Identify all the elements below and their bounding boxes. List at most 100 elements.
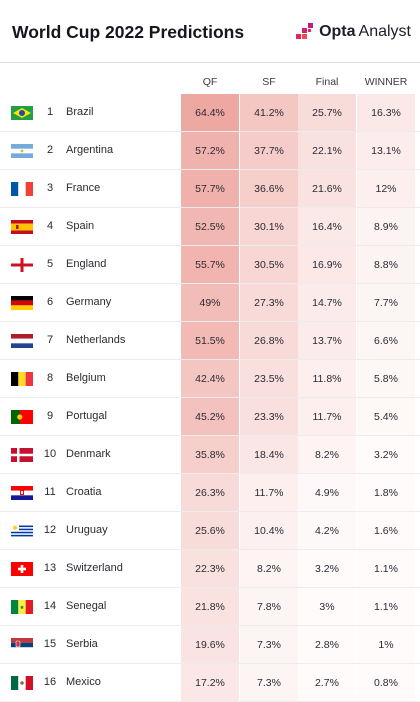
- cell-sf: 8.2%: [240, 550, 298, 587]
- table-row: 9 Portugal 45.2% 23.3% 11.7% 5.4%: [0, 398, 420, 436]
- cell-winner: 8.9%: [357, 208, 415, 245]
- cell-qf: 45.2%: [181, 398, 239, 435]
- table-row: 3 France 57.7% 36.6% 21.6% 12%: [0, 170, 420, 208]
- cell-qf: 35.8%: [181, 436, 239, 473]
- team-name: Switzerland: [66, 562, 123, 574]
- opta-logo-icon: [296, 23, 314, 39]
- cell-qf: 64.4%: [181, 94, 239, 131]
- cell-qf: 19.6%: [181, 626, 239, 663]
- cell-final: 13.7%: [298, 322, 356, 359]
- cell-sf: 37.7%: [240, 132, 298, 169]
- cell-sf: 30.1%: [240, 208, 298, 245]
- cell-sf: 26.8%: [240, 322, 298, 359]
- rank-label: 11: [44, 486, 56, 498]
- rank-label: 9: [46, 410, 54, 422]
- rank-label: 3: [46, 182, 54, 194]
- team-name: Serbia: [66, 638, 98, 650]
- cell-qf: 57.2%: [181, 132, 239, 169]
- denmark-flag-icon: [11, 448, 33, 462]
- cell-sf: 41.2%: [240, 94, 298, 131]
- cell-qf: 22.3%: [181, 550, 239, 587]
- cell-final: 4.2%: [298, 512, 356, 549]
- cell-winner: 7.7%: [357, 284, 415, 321]
- cell-sf: 7.3%: [240, 626, 298, 663]
- cell-qf: 57.7%: [181, 170, 239, 207]
- netherlands-flag-icon: [11, 334, 33, 348]
- team-name: France: [66, 182, 101, 194]
- rank-label: 13: [43, 562, 57, 574]
- table-row: 12 Uruguay 25.6% 10.4% 4.2% 1.6%: [0, 512, 420, 550]
- table-row: 15 Serbia 19.6% 7.3% 2.8% 1%: [0, 626, 420, 664]
- cell-winner: 0.8%: [357, 664, 415, 701]
- cell-qf: 49%: [181, 284, 239, 321]
- brand-name: Opta: [319, 23, 356, 40]
- rank-label: 5: [46, 258, 54, 270]
- cell-qf: 42.4%: [181, 360, 239, 397]
- cell-final: 3.2%: [298, 550, 356, 587]
- cell-qf: 17.2%: [181, 664, 239, 701]
- belgium-flag-icon: [11, 372, 33, 386]
- table-row: 14 Senegal 21.8% 7.8% 3% 1.1%: [0, 588, 420, 626]
- cell-final: 3%: [298, 588, 356, 625]
- table-row: 7 Netherlands 51.5% 26.8% 13.7% 6.6%: [0, 322, 420, 360]
- cell-final: 14.7%: [298, 284, 356, 321]
- argentina-flag-icon: [11, 144, 33, 158]
- cell-sf: 7.8%: [240, 588, 298, 625]
- column-headers: QF SF Final WINNER: [0, 76, 420, 92]
- cell-sf: 11.7%: [240, 474, 298, 511]
- rank-label: 7: [46, 334, 54, 346]
- predictions-table: 1 Brazil 64.4% 41.2% 25.7% 16.3% 2 Argentina 57.…: [0, 94, 420, 702]
- cell-sf: 23.3%: [240, 398, 298, 435]
- rank-label: 4: [46, 220, 54, 232]
- cell-qf: 25.6%: [181, 512, 239, 549]
- cell-winner: 16.3%: [357, 94, 415, 131]
- column-header-sf: SF: [262, 76, 276, 88]
- team-name: Mexico: [66, 676, 101, 688]
- cell-final: 16.9%: [298, 246, 356, 283]
- england-flag-icon: [11, 258, 33, 272]
- cell-final: 2.7%: [298, 664, 356, 701]
- cell-final: 11.7%: [298, 398, 356, 435]
- cell-final: 11.8%: [298, 360, 356, 397]
- cell-winner: 13.1%: [357, 132, 415, 169]
- column-header-final: Final: [315, 76, 339, 88]
- cell-winner: 1.8%: [357, 474, 415, 511]
- germany-flag-icon: [11, 296, 33, 310]
- rank-label: 10: [43, 448, 57, 460]
- cell-final: 8.2%: [298, 436, 356, 473]
- cell-sf: 23.5%: [240, 360, 298, 397]
- table-row: 1 Brazil 64.4% 41.2% 25.7% 16.3%: [0, 94, 420, 132]
- switzerland-flag-icon: [11, 562, 33, 576]
- cell-qf: 55.7%: [181, 246, 239, 283]
- rank-label: 8: [46, 372, 54, 384]
- cell-final: 4.9%: [298, 474, 356, 511]
- cell-sf: 18.4%: [240, 436, 298, 473]
- senegal-flag-icon: [11, 600, 33, 614]
- table-row: 2 Argentina 57.2% 37.7% 22.1% 13.1%: [0, 132, 420, 170]
- cell-winner: 1.1%: [357, 550, 415, 587]
- table-row: 16 Mexico 17.2% 7.3% 2.7% 0.8%: [0, 664, 420, 702]
- cell-sf: 30.5%: [240, 246, 298, 283]
- rank-label: 2: [46, 144, 54, 156]
- cell-winner: 1.6%: [357, 512, 415, 549]
- team-name: Belgium: [66, 372, 106, 384]
- cell-winner: 1%: [357, 626, 415, 663]
- croatia-flag-icon: [11, 486, 33, 500]
- cell-final: 25.7%: [298, 94, 356, 131]
- cell-final: 2.8%: [298, 626, 356, 663]
- serbia-flag-icon: [11, 638, 33, 652]
- brazil-flag-icon: [11, 106, 33, 120]
- cell-qf: 51.5%: [181, 322, 239, 359]
- table-row: 10 Denmark 35.8% 18.4% 8.2% 3.2%: [0, 436, 420, 474]
- team-name: Netherlands: [66, 334, 126, 346]
- cell-sf: 7.3%: [240, 664, 298, 701]
- team-name: Portugal: [66, 410, 107, 422]
- rank-label: 12: [43, 524, 57, 536]
- brand-logo: Opta Analyst: [294, 22, 411, 42]
- mexico-flag-icon: [11, 676, 33, 690]
- cell-winner: 5.4%: [357, 398, 415, 435]
- uruguay-flag-icon: [11, 524, 33, 538]
- cell-winner: 8.8%: [357, 246, 415, 283]
- team-name: Uruguay: [66, 524, 108, 536]
- team-name: England: [66, 258, 107, 270]
